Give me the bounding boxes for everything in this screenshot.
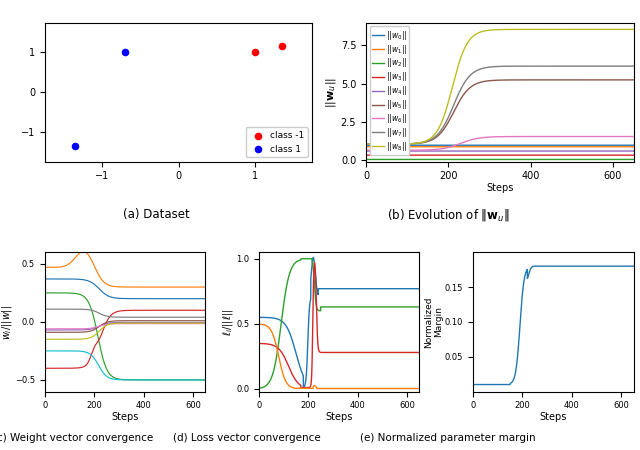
Text: (e) Normalized parameter margin: (e) Normalized parameter margin (360, 433, 536, 443)
$||w_{2}||$ (602, 157, 609, 162)
Y-axis label: $\ell_i/||\ell||$: $\ell_i/||\ell||$ (221, 308, 235, 336)
Y-axis label: $w_i/||w||$: $w_i/||w||$ (0, 304, 13, 339)
Text: (d) Loss vector convergence: (d) Loss vector convergence (173, 433, 320, 443)
$||w_{1}||$ (630, 144, 637, 149)
$||w_{2}||$ (528, 157, 536, 162)
$||w_{7}||$ (368, 141, 376, 147)
$||w_{1}||$ (364, 144, 372, 149)
$||w_{4}||$ (630, 148, 637, 154)
$||w_{4}||$ (362, 148, 370, 154)
$||w_{1}||$ (515, 144, 522, 149)
class 1 (120, 49, 130, 56)
X-axis label: Steps: Steps (326, 412, 353, 422)
$||w_{2}||$ (630, 157, 637, 162)
$||w_{5}||$ (362, 141, 370, 147)
Y-axis label: Normalized
Margin: Normalized Margin (424, 296, 444, 348)
$||w_{1}||$ (602, 144, 609, 149)
$||w_{5}||$ (368, 141, 376, 147)
Line: $||w_{5}||$: $||w_{5}||$ (366, 80, 634, 144)
X-axis label: Steps: Steps (540, 412, 567, 422)
$||w_{2}||$ (482, 157, 490, 162)
$||w_{8}||$ (602, 27, 609, 32)
$||w_{4}||$ (528, 148, 536, 154)
Line: $||w_{6}||$: $||w_{6}||$ (366, 136, 634, 150)
X-axis label: Steps: Steps (486, 183, 513, 193)
$||w_{4}||$ (364, 148, 372, 154)
class -1 (276, 43, 287, 50)
$||w_{0}||$ (602, 143, 609, 148)
$||w_{3}||$ (362, 153, 370, 158)
$||w_{6}||$ (602, 134, 609, 139)
Text: (b) Evolution of $\|\mathbf{w}_u\|$: (b) Evolution of $\|\mathbf{w}_u\|$ (387, 207, 509, 223)
$||w_{2}||$ (364, 157, 372, 162)
$||w_{5}||$ (630, 77, 637, 83)
$||w_{5}||$ (364, 141, 372, 147)
$||w_{8}||$ (528, 27, 536, 32)
$||w_{7}||$ (630, 63, 637, 69)
$||w_{6}||$ (630, 134, 637, 139)
$||w_{7}||$ (602, 63, 609, 69)
$||w_{2}||$ (515, 157, 522, 162)
$||w_{4}||$ (602, 148, 609, 154)
class 1 (70, 142, 81, 149)
$||w_{4}||$ (515, 148, 522, 154)
$||w_{3}||$ (515, 153, 522, 158)
class -1 (250, 49, 260, 56)
$||w_{3}||$ (482, 153, 490, 158)
Text: (c) Weight vector convergence: (c) Weight vector convergence (0, 433, 154, 443)
X-axis label: Steps: Steps (111, 412, 139, 422)
$||w_{6}||$ (368, 148, 376, 153)
$||w_{3}||$ (528, 153, 536, 158)
$||w_{7}||$ (362, 141, 370, 147)
$||w_{8}||$ (630, 27, 637, 32)
$||w_{5}||$ (602, 77, 609, 83)
$||w_{8}||$ (362, 141, 370, 147)
$||w_{1}||$ (528, 144, 536, 149)
$||w_{1}||$ (482, 144, 490, 149)
$||w_{6}||$ (482, 135, 490, 140)
$||w_{1}||$ (362, 144, 370, 149)
$||w_{3}||$ (364, 153, 372, 158)
$||w_{0}||$ (364, 143, 372, 148)
Line: $||w_{8}||$: $||w_{8}||$ (366, 29, 634, 144)
$||w_{8}||$ (368, 141, 376, 147)
$||w_{7}||$ (515, 63, 522, 69)
$||w_{6}||$ (362, 148, 370, 153)
Legend: class -1, class 1: class -1, class 1 (246, 127, 308, 157)
$||w_{0}||$ (362, 143, 370, 148)
$||w_{7}||$ (364, 141, 372, 147)
$||w_{4}||$ (482, 148, 490, 154)
$||w_{0}||$ (482, 143, 490, 148)
Legend: $||w_{0}||$, $||w_{1}||$, $||w_{2}||$, $||w_{3}||$, $||w_{4}||$, $||w_{5}||$, $|: $||w_{0}||$, $||w_{1}||$, $||w_{2}||$, $… (370, 26, 410, 155)
$||w_{5}||$ (482, 78, 490, 84)
$||w_{7}||$ (528, 63, 536, 69)
$||w_{8}||$ (364, 141, 372, 147)
$||w_{6}||$ (528, 134, 536, 139)
$||w_{7}||$ (482, 65, 490, 70)
$||w_{0}||$ (630, 143, 637, 148)
$||w_{8}||$ (482, 28, 490, 33)
Text: (a) Dataset: (a) Dataset (124, 208, 190, 221)
$||w_{3}||$ (602, 153, 609, 158)
$||w_{0}||$ (368, 143, 376, 148)
$||w_{5}||$ (515, 77, 522, 83)
$||w_{2}||$ (362, 157, 370, 162)
$||w_{1}||$ (368, 144, 376, 149)
Line: $||w_{7}||$: $||w_{7}||$ (366, 66, 634, 144)
$||w_{4}||$ (368, 148, 376, 154)
Y-axis label: $||\mathbf{w}_u||$: $||\mathbf{w}_u||$ (324, 76, 338, 108)
$||w_{3}||$ (368, 153, 376, 158)
$||w_{2}||$ (368, 157, 376, 162)
$||w_{6}||$ (515, 134, 522, 139)
$||w_{5}||$ (528, 77, 536, 83)
$||w_{0}||$ (528, 143, 536, 148)
$||w_{6}||$ (364, 148, 372, 153)
$||w_{3}||$ (630, 153, 637, 158)
$||w_{8}||$ (515, 27, 522, 32)
$||w_{0}||$ (515, 143, 522, 148)
